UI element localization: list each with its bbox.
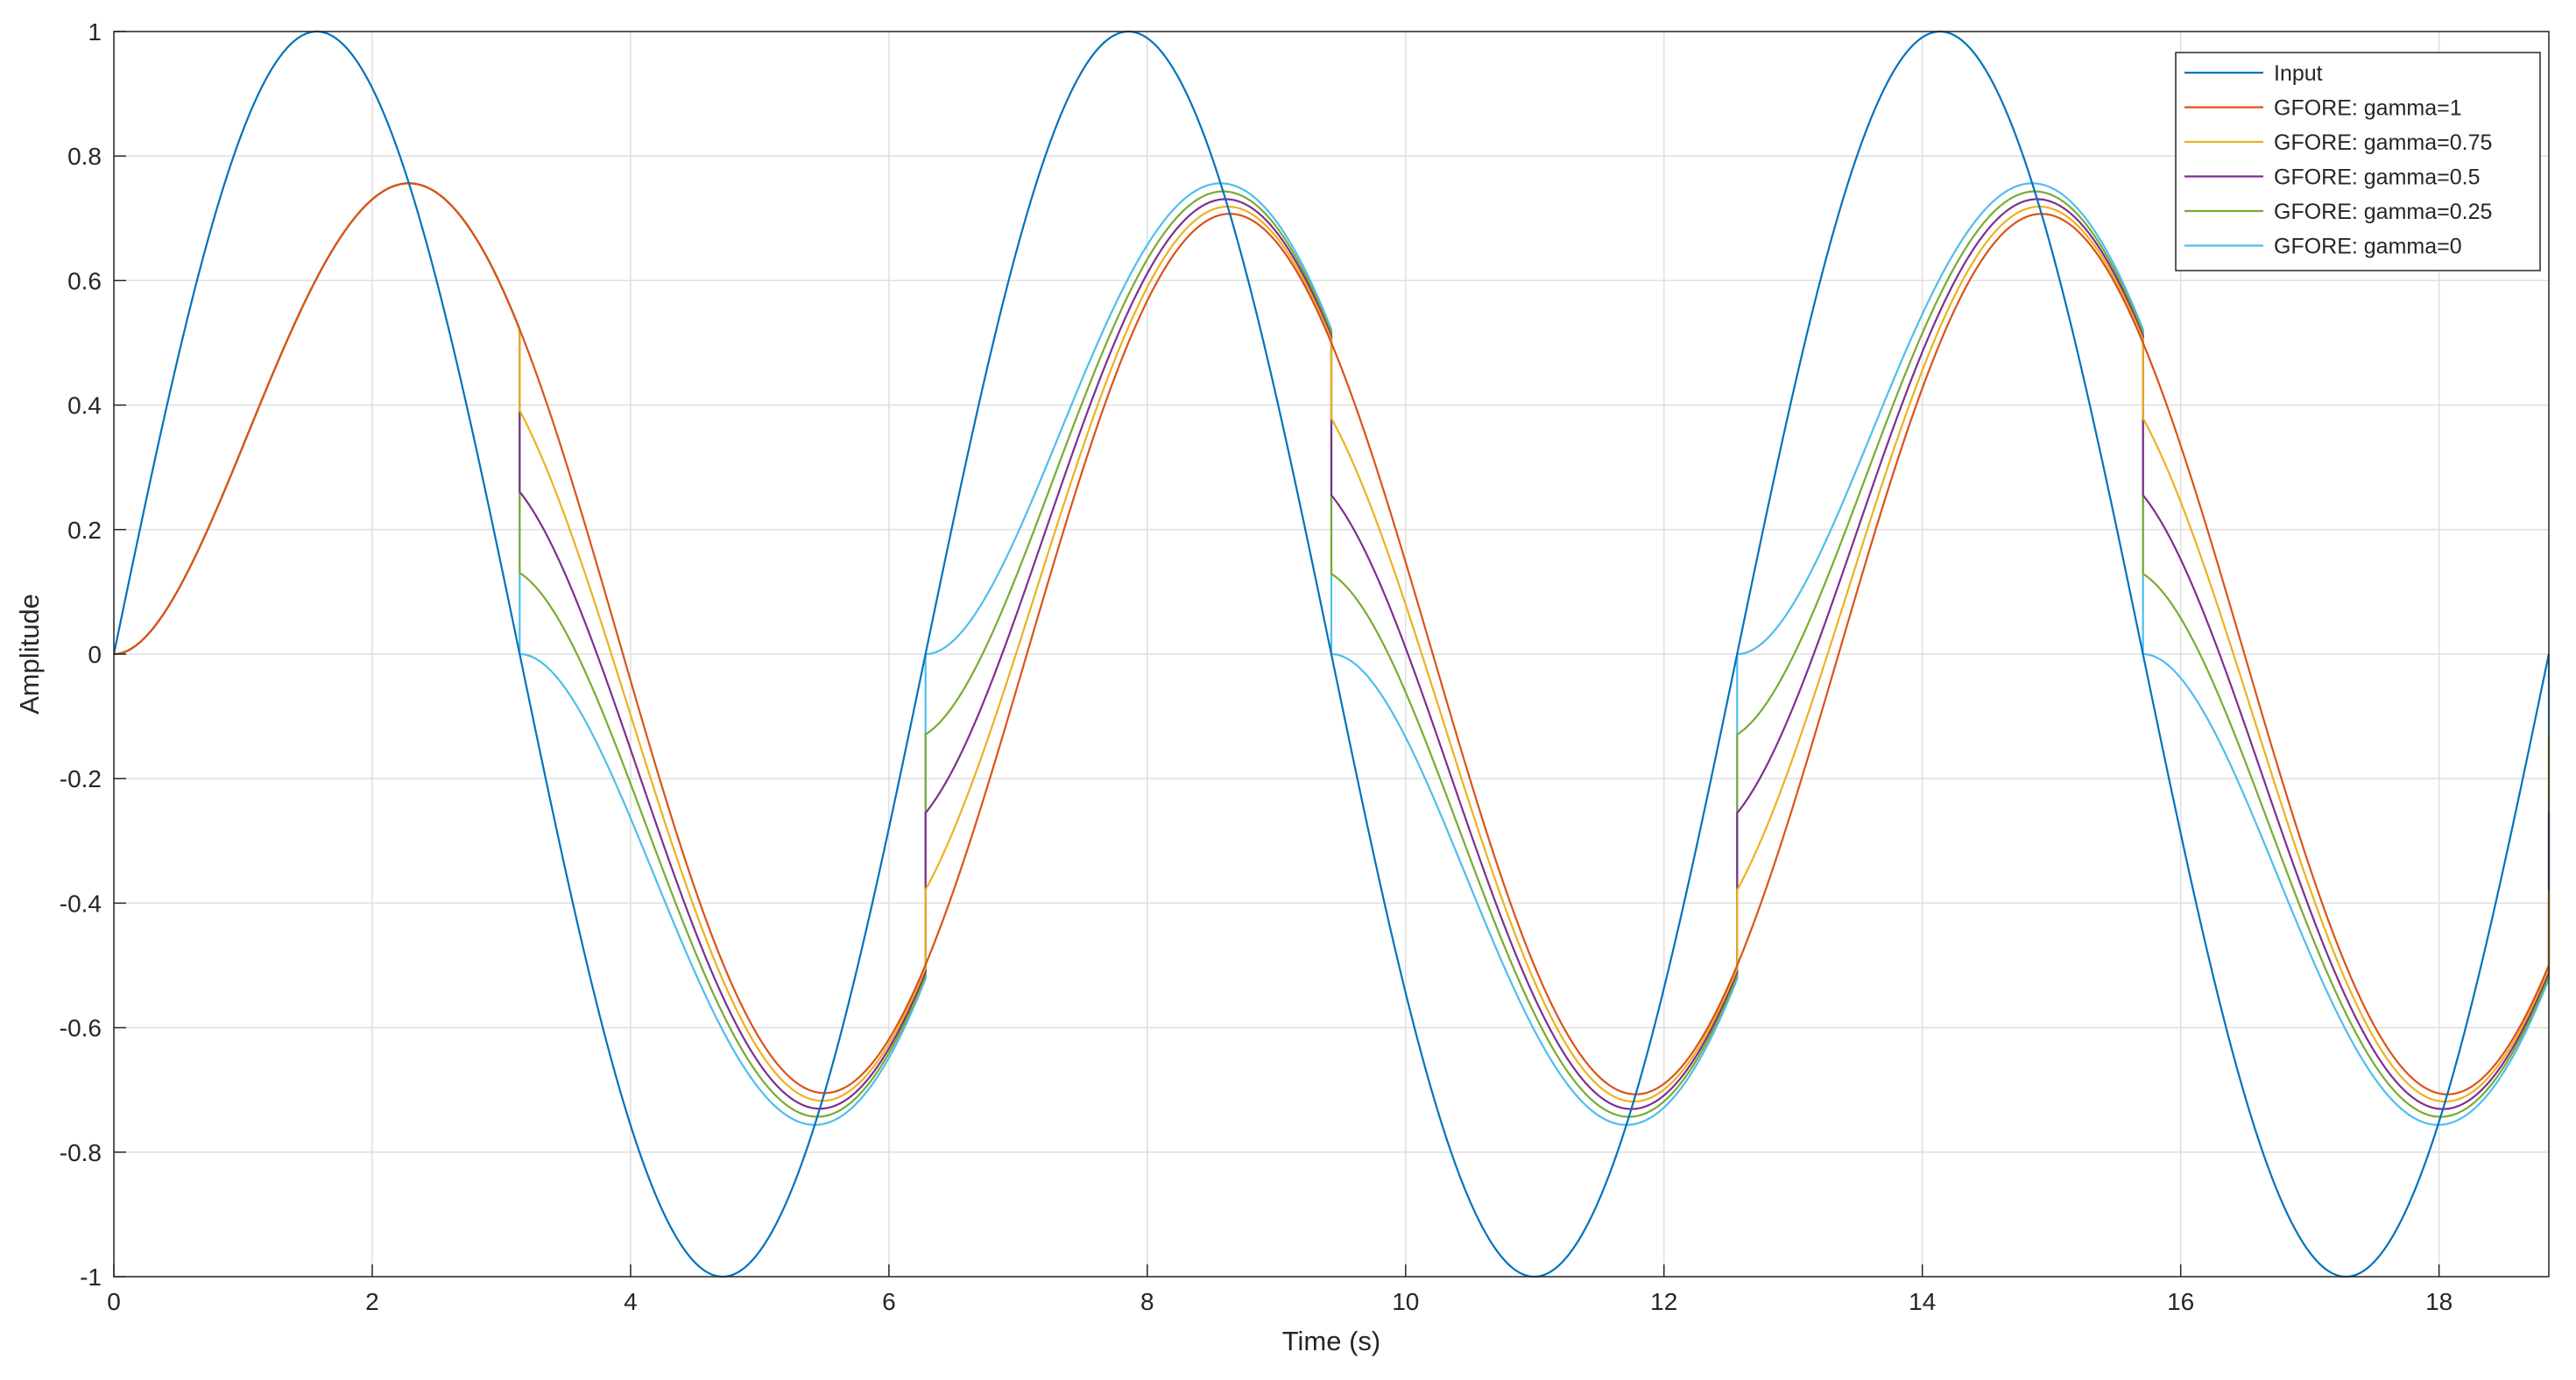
series-line-4 <box>113 182 2551 1118</box>
legend-entry-label: GFORE: gamma=0.75 <box>2274 130 2492 155</box>
x-axis-label: Time (s) <box>1282 1326 1381 1356</box>
y-tick-label: -1 <box>80 1264 102 1291</box>
x-tick-label: 0 <box>107 1288 121 1315</box>
y-tick-label: 0 <box>88 641 102 668</box>
legend-entry-label: GFORE: gamma=0 <box>2274 235 2462 259</box>
legend-entry-label: GFORE: gamma=0.5 <box>2274 165 2481 190</box>
y-tick-label: -0.6 <box>60 1015 102 1042</box>
y-axis-ticks: -1 -0.8 -0.6 -0.4 -0.2 0 0.2 0.4 0.6 0.8 1 <box>60 18 126 1291</box>
x-tick-label: 2 <box>365 1288 379 1315</box>
series-lines <box>112 30 2551 1278</box>
legend: Input GFORE: gamma=1 GFORE: gamma=0.75 GFOR… <box>2175 52 2541 271</box>
y-tick-label: -0.2 <box>60 765 102 792</box>
x-tick-label: 8 <box>1140 1288 1154 1315</box>
x-tick-label: 6 <box>882 1288 896 1315</box>
y-tick-label: 0.2 <box>67 517 102 544</box>
y-tick-label: 0.8 <box>67 143 102 170</box>
legend-entry-label: Input <box>2274 61 2323 86</box>
y-tick-label: -0.4 <box>60 890 102 917</box>
y-tick-label: 0.6 <box>67 267 102 294</box>
series-line-0 <box>112 30 2551 1278</box>
series-line-3 <box>113 182 2551 1110</box>
x-tick-label: 16 <box>2167 1288 2194 1315</box>
x-tick-label: 18 <box>2425 1288 2452 1315</box>
x-tick-label: 4 <box>624 1288 638 1315</box>
x-axis-ticks: 0 2 4 6 8 10 12 14 16 18 <box>107 1264 2452 1315</box>
legend-entry-label: GFORE: gamma=1 <box>2274 96 2462 121</box>
series-line-1 <box>113 182 2551 1095</box>
y-tick-label: -0.8 <box>60 1139 102 1166</box>
x-tick-label: 14 <box>1909 1288 1936 1315</box>
y-axis-label: Amplitude <box>14 594 45 715</box>
x-tick-label: 12 <box>1650 1288 1677 1315</box>
y-tick-label: 1 <box>88 18 102 46</box>
x-tick-label: 10 <box>1392 1288 1419 1315</box>
legend-box <box>2175 52 2541 271</box>
y-tick-label: 0.4 <box>67 392 102 419</box>
series-line-2 <box>113 182 2551 1103</box>
legend-entry-label: GFORE: gamma=0.25 <box>2274 200 2492 224</box>
